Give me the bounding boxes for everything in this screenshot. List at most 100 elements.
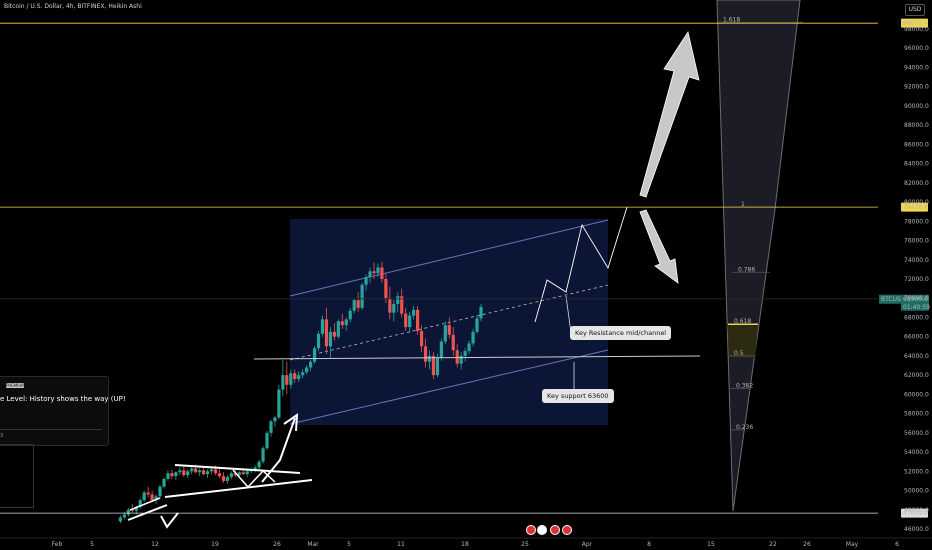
candle-body <box>376 267 380 274</box>
candle-body <box>233 473 237 476</box>
price-axis[interactable]: 98000.0 96000.0 94000.0 92000.0 90000.0 88000… <box>904 26 929 533</box>
y-tick-label: 72000.0 <box>904 276 929 283</box>
y-tick-label: 56000.0 <box>904 430 929 437</box>
x-tick-label: 5 <box>90 541 94 548</box>
y-tick-label: 58000.0 <box>904 411 929 418</box>
candle-body <box>245 471 249 475</box>
x-tick-label: 5 <box>347 541 351 548</box>
y-tick-label: 80000.0 <box>904 199 929 206</box>
candle-body <box>253 467 257 470</box>
candle-body <box>404 313 408 328</box>
candle-body <box>447 325 451 335</box>
candle-body <box>475 318 479 332</box>
fib-level-label: 0.236 <box>736 424 753 431</box>
candle-body <box>269 421 273 433</box>
candle-body <box>332 331 336 337</box>
x-tick-label: 8 <box>647 541 651 548</box>
idea-number: 3 <box>0 433 4 439</box>
candle-body <box>360 284 364 308</box>
x-tick-label: Feb <box>52 541 63 548</box>
y-tick-label: 50000.0 <box>904 488 929 495</box>
horizontal-levels: 98605.4 79478.6 47649.0 BTCUSD68900.001:40:… <box>0 18 930 518</box>
y-tick-label: 76000.0 <box>904 238 929 245</box>
candle-body <box>130 509 134 511</box>
candle-body <box>202 470 206 475</box>
candle-body <box>158 486 162 497</box>
event-icon[interactable] <box>526 525 536 535</box>
candle-body <box>471 331 475 344</box>
y-tick-label: 82000.0 <box>904 180 929 187</box>
time-axis[interactable]: Feb 5 12 19 26 Mar 5 11 18 25 Apr 8 15 22 26 May 6 <box>52 541 899 548</box>
candle-body <box>142 492 146 501</box>
fib-level-label: 0.618 <box>734 318 751 325</box>
x-tick-label: 6 <box>895 541 899 548</box>
candle-body <box>118 517 122 522</box>
y-tick-label: 54000.0 <box>904 449 929 456</box>
x-tick-label: 22 <box>769 541 777 548</box>
candle-body <box>205 471 210 475</box>
candle-body <box>178 470 182 473</box>
current-price-value: 68900.0 <box>903 296 928 303</box>
bar-timer: 01:40:59 <box>903 304 930 311</box>
up-arrow <box>639 30 700 198</box>
price-level-value: 98605.4 <box>903 20 928 27</box>
candle-body <box>186 471 190 476</box>
fib-level-label: 1 <box>741 201 745 208</box>
candle-body <box>459 355 463 364</box>
candle-body <box>368 271 372 278</box>
y-tick-label: 64000.0 <box>904 353 929 360</box>
candle-body <box>190 468 194 472</box>
candle-body <box>309 361 313 368</box>
down-arrow <box>639 209 679 284</box>
candle-body <box>289 373 293 385</box>
x-tick-label: 18 <box>461 541 469 548</box>
y-tick-label: 48000.0 <box>904 507 929 514</box>
candle-body <box>328 331 333 347</box>
candle-body <box>170 473 174 477</box>
side-panel <box>0 444 34 508</box>
event-icon[interactable] <box>562 525 572 535</box>
candle-body <box>336 321 340 337</box>
candle-body <box>352 300 356 311</box>
price-level-value: 47649.0 <box>903 510 928 517</box>
candle-body <box>217 473 222 477</box>
candle-body <box>392 304 396 313</box>
y-tick-label: 96000.0 <box>904 45 929 52</box>
event-icon[interactable] <box>550 525 560 535</box>
idea-card[interactable]: PREMIUM e Level: History shows the way (… <box>0 376 126 446</box>
candle-body <box>213 469 218 474</box>
candle-body <box>443 325 447 342</box>
candle-body <box>467 343 471 352</box>
candle-body <box>412 309 416 316</box>
triangle-bottom <box>164 479 313 498</box>
triangle-top <box>174 464 301 474</box>
breakout-arrow-head <box>283 413 299 432</box>
candle-body <box>340 321 344 326</box>
candle-body <box>320 319 325 334</box>
candle-body <box>312 348 317 362</box>
currency-button[interactable]: USD <box>905 4 925 16</box>
price-level-tag <box>901 18 928 28</box>
x-tick-label: 26 <box>803 541 811 548</box>
y-tick-label: 68000.0 <box>904 314 929 321</box>
fib-zone <box>727 324 758 358</box>
idea-title[interactable]: e Level: History shows the way (UP! <box>0 395 126 403</box>
candle-body <box>305 367 309 373</box>
breakout-arrow <box>261 417 296 483</box>
x-tick-label: 12 <box>151 541 159 548</box>
y-tick-label: 70000.0 <box>904 295 929 302</box>
y-tick-label: 86000.0 <box>904 141 929 148</box>
callout-resistance[interactable]: Key Resistance mid/channel <box>570 326 672 340</box>
candle-body <box>463 351 467 356</box>
callout-support[interactable]: Key support 63600 <box>542 389 614 403</box>
candle-body <box>146 492 150 495</box>
x-tick-label: 25 <box>521 541 529 548</box>
price-level-tag <box>901 508 928 518</box>
candle-body <box>261 448 265 462</box>
candle-body <box>439 341 443 358</box>
candle-body <box>384 279 388 299</box>
candle-body <box>344 319 348 326</box>
candle-body <box>364 277 368 285</box>
event-icon[interactable] <box>537 525 547 535</box>
